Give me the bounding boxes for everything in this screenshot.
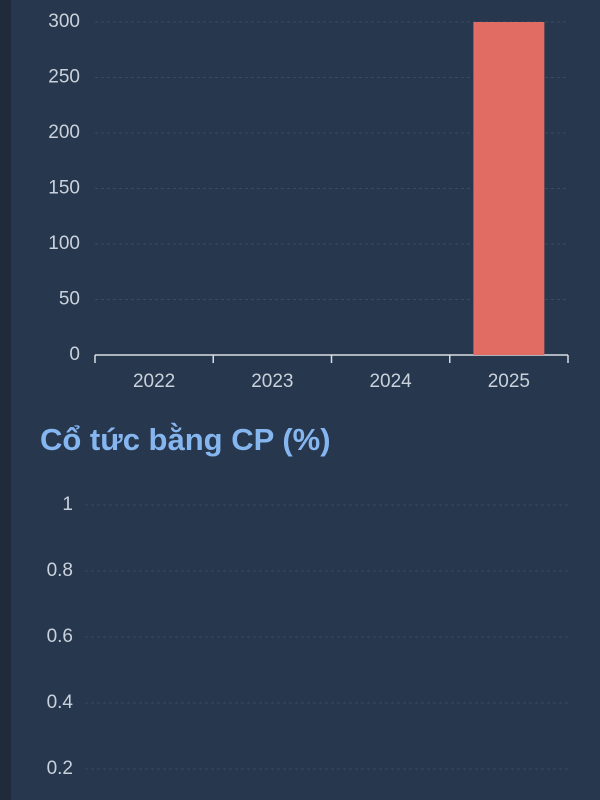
x-tick-label: 2024	[369, 371, 412, 392]
chart-title: Cổ tức bằng CP (%)	[40, 421, 331, 457]
x-tick-label: 2022	[133, 371, 175, 392]
y-tick-label: 0.8	[47, 560, 73, 581]
y-tick-label: 250	[48, 67, 80, 88]
y-tick-label: 0.2	[47, 758, 73, 779]
y-tick-label: 200	[48, 122, 80, 143]
y-tick-label: 300	[48, 11, 80, 32]
y-tick-label: 0.6	[47, 626, 73, 647]
y-tick-label: 1	[62, 494, 73, 515]
y-tick-label: 50	[59, 289, 80, 310]
side-strip	[0, 0, 11, 800]
y-tick-label: 0.4	[47, 692, 74, 713]
y-tick-label: 0	[69, 344, 80, 365]
x-tick-label: 2023	[251, 371, 293, 392]
bar	[473, 22, 545, 355]
y-tick-label: 150	[48, 178, 80, 199]
x-tick-label: 2025	[488, 371, 530, 392]
y-tick-label: 100	[48, 233, 80, 254]
